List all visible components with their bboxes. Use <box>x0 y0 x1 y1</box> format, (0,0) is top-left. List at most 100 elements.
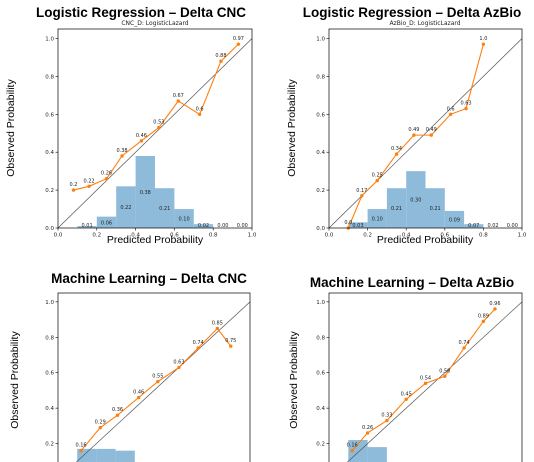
point-value-label: 0.46 <box>133 390 144 396</box>
histogram-label: 0.22 <box>120 205 131 211</box>
calibration-point <box>423 381 428 386</box>
y-axis-label: Observed Probability <box>286 79 298 177</box>
calibration-point <box>385 418 389 423</box>
y-axis-label: Observed Probability <box>9 331 21 429</box>
histogram-label: 0.21 <box>391 206 402 212</box>
y-tick-label: 0.4 <box>45 406 54 412</box>
point-value-label: 0.34 <box>391 146 402 152</box>
point-value-label: 0.29 <box>95 420 106 426</box>
calibration-point <box>394 152 399 156</box>
point-value-label: 0.17 <box>356 188 367 194</box>
chart-title: Logistic Regression – Delta CNC <box>36 5 246 20</box>
calibration-point <box>219 59 223 63</box>
point-value-label: 0.75 <box>225 338 236 344</box>
x-tick-label: 0.6 <box>170 233 179 239</box>
calibration-line <box>80 327 232 452</box>
x-axis-label: Predicted Probability <box>377 234 474 246</box>
x-tick-label: 0.8 <box>479 233 488 239</box>
calibration-point <box>136 395 141 400</box>
calibration-point <box>229 344 233 348</box>
histogram-label: 0.00 <box>237 223 248 229</box>
histogram-group <box>77 448 135 462</box>
histogram-label: 0.00 <box>217 223 228 229</box>
histogram-bar <box>464 224 484 228</box>
histogram-bar <box>135 155 155 228</box>
point-value-label: 0.74 <box>459 340 470 346</box>
histogram-label: 0.00 <box>507 223 518 229</box>
calibration-point <box>412 133 416 137</box>
histogram-label: 0.06 <box>101 220 112 226</box>
x-tick-label: 0.8 <box>209 233 218 239</box>
y-tick-label: 0.6 <box>45 371 54 377</box>
histogram-bar <box>348 222 368 228</box>
x-tick-label: 0.6 <box>440 233 449 239</box>
axes-frame <box>328 292 523 462</box>
point-value-label: 0.53 <box>153 120 164 126</box>
reference-diagonal <box>58 38 252 228</box>
point-value-label: 0.36 <box>112 407 123 413</box>
calibration-point <box>464 106 468 111</box>
y-tick-label: 0.4 <box>45 150 54 156</box>
point-value-label: 0.33 <box>381 413 392 419</box>
histogram-bar <box>193 224 214 228</box>
histogram-bar <box>406 171 426 228</box>
calibration-point <box>156 379 160 384</box>
histogram-bar <box>77 448 97 462</box>
x-tick-label: 0.4 <box>131 233 140 239</box>
chart-title: Machine Learning – Delta AzBio <box>310 275 514 290</box>
point-value-label: 0.25 <box>372 173 383 179</box>
histogram-bar <box>96 448 116 462</box>
histogram-bar <box>96 216 117 228</box>
calibration-point <box>115 413 120 417</box>
histogram-label: 0.30 <box>410 198 421 204</box>
chart-title: Logistic Regression – Delta AzBio <box>303 5 522 20</box>
calibration-point <box>71 188 76 192</box>
point-value-label: 0.6 <box>447 106 455 112</box>
y-tick-label: 1.0 <box>45 300 54 306</box>
axes-frame <box>57 292 251 462</box>
point-value-label: 0.26 <box>101 171 112 177</box>
histogram-label: 0.07 <box>468 223 479 229</box>
y-tick-label: 0.2 <box>316 188 325 194</box>
calibration-line <box>73 43 239 191</box>
calibration-point <box>120 154 124 158</box>
point-value-label: 0.97 <box>233 36 244 42</box>
point-value-label: 0.49 <box>426 127 437 133</box>
chart-subtitle: CNC_D: LogisticLazard <box>121 20 188 27</box>
histogram-bar <box>77 226 97 228</box>
y-tick-label: 0.8 <box>316 335 325 341</box>
y-tick-label: 0.2 <box>45 442 54 448</box>
calibration-point <box>360 194 364 198</box>
x-tick-label: 0.4 <box>402 233 411 239</box>
calibration-point <box>215 326 220 331</box>
point-value-label: 0.6 <box>196 106 204 112</box>
point-value-label: 0.22 <box>83 178 94 184</box>
point-value-label: 0.0 <box>344 220 352 226</box>
calibration-point <box>481 319 486 324</box>
histogram-label: 0.10 <box>372 217 383 223</box>
y-tick-label: 1.0 <box>316 300 325 306</box>
point-value-label: 0.49 <box>408 127 419 133</box>
histogram-bar <box>367 209 387 228</box>
point-value-label: 0.16 <box>347 443 358 449</box>
calibration-point <box>157 125 161 130</box>
point-value-label: 1.0 <box>479 36 487 42</box>
y-tick-label: 0.2 <box>316 442 325 448</box>
histogram-label: 0.09 <box>449 217 460 223</box>
chart-title: Machine Learning – Delta CNC <box>51 271 247 286</box>
calibration-point <box>139 139 144 143</box>
reference-diagonal <box>75 301 250 462</box>
histogram-label: 0.02 <box>487 223 498 229</box>
calibration-point <box>350 448 354 453</box>
axes-frame <box>57 28 253 229</box>
histogram-label: 0.03 <box>352 223 363 229</box>
calibration-point <box>196 346 200 350</box>
calibration-panel-logistic-azbio: Logistic Regression – Delta AzBioAzBio_D… <box>286 5 527 246</box>
histogram-label: 0.38 <box>140 190 151 196</box>
point-value-label: 0.45 <box>401 391 412 397</box>
calibration-point <box>404 397 408 401</box>
chart-subtitle: AzBio_D: LogisticLazard <box>389 20 460 27</box>
y-tick-label: 0.0 <box>45 226 54 232</box>
calibration-point <box>448 112 453 116</box>
